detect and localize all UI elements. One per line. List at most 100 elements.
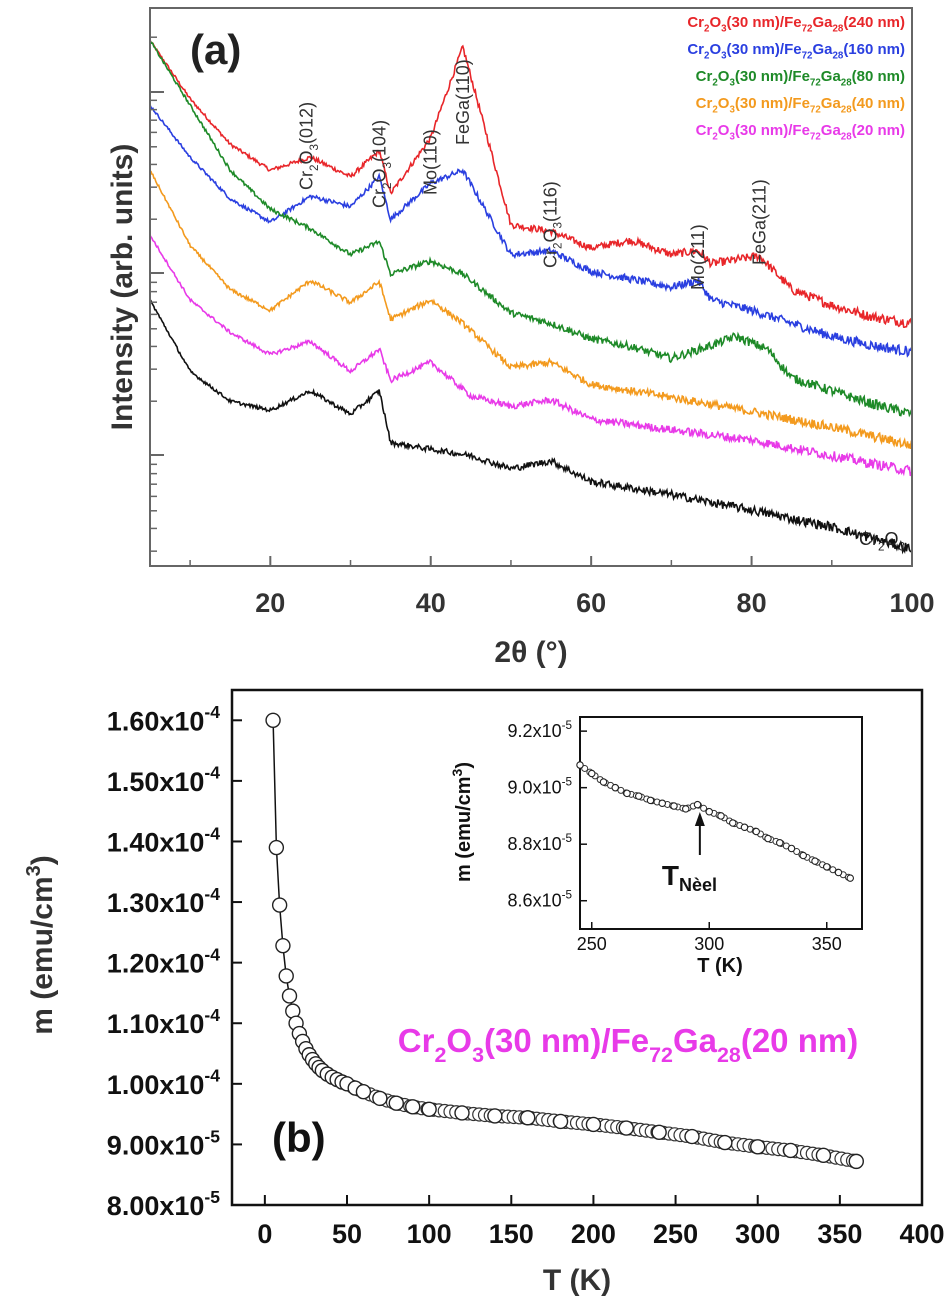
i-y-tick-label-3: 9.2x10-5	[508, 719, 573, 741]
b-point-26	[421, 1101, 437, 1117]
b-point-35	[717, 1134, 733, 1151]
svg-text:Cr2O3(30 nm)/Fe72Ga28(20 nm): Cr2O3(30 nm)/Fe72Ga28(20 nm)	[696, 122, 905, 143]
i-x-tick-label-300: 300	[694, 934, 724, 954]
svg-text:Cr2O3(30 nm)/Fe72Ga28(20 nm): Cr2O3(30 nm)/Fe72Ga28(20 nm)	[398, 1022, 858, 1067]
panel-a-label: (a)	[190, 26, 241, 73]
legend-entry-1: Cr2O3(30 nm)/Fe72Ga28(160 nm)	[687, 41, 905, 62]
b-point-38	[815, 1147, 832, 1164]
panel-a-ylabel: Intensity (arb. units)	[106, 144, 139, 431]
panel-a-frame	[149, 7, 913, 567]
svg-text:FeGa(211): FeGa(211)	[750, 179, 770, 265]
i-point-21	[822, 863, 831, 871]
b-point-30	[552, 1113, 569, 1130]
b-point-31	[585, 1116, 602, 1133]
b-y-tick-label-3: 1.10x10-4	[107, 1005, 220, 1039]
i-x-tick-label-250: 250	[577, 934, 607, 954]
b-point-28	[487, 1108, 503, 1124]
b-y-tick-label-1: 9.00x10-5	[107, 1126, 220, 1160]
svg-text:Cr2O3(012): Cr2O3(012)	[296, 102, 320, 190]
svg-text:9.00x10-5: 9.00x10-5	[107, 1126, 220, 1160]
i-point-20	[811, 857, 819, 865]
b-y-tick-label-0: 8.00x10-5	[107, 1187, 220, 1221]
panel-b-ylabel: m (emu/cm3)	[23, 855, 59, 1035]
legend-entry-3: Cr2O3(30 nm)/Fe72Ga28(40 nm)	[696, 95, 905, 116]
panel-b-xlabel: T (K)	[543, 1264, 611, 1297]
magnetization-points	[265, 712, 864, 1170]
b-point-3	[275, 937, 291, 954]
series-line-1	[149, 104, 913, 358]
i-x-tick-label-350: 350	[812, 934, 842, 954]
i-point-14	[740, 823, 749, 831]
i-y-tick-label-2: 9.0x10-5	[508, 776, 573, 798]
b-x-tick-label-50: 50	[332, 1219, 362, 1249]
b-x-tick-label-400: 400	[899, 1219, 944, 1249]
svg-text:Cr2O3: Cr2O3	[859, 529, 905, 553]
b-point-36	[750, 1139, 766, 1155]
svg-text:8.00x10-5: 8.00x10-5	[107, 1187, 220, 1221]
svg-text:1.50x10-4: 1.50x10-4	[107, 763, 220, 797]
series-line-5	[149, 299, 912, 555]
svg-text:9.0x10-5: 9.0x10-5	[508, 776, 573, 798]
peak-label-5: Mo(211)	[688, 224, 708, 290]
i-point-7	[658, 799, 666, 807]
i-point-4	[623, 789, 631, 798]
xrd-curves	[149, 39, 913, 555]
b-point-33	[651, 1124, 667, 1140]
b-y-tick-label-2: 1.00x10-4	[107, 1066, 220, 1100]
i-point-6	[646, 796, 655, 805]
inset-points	[576, 761, 854, 882]
i-point-9	[681, 805, 690, 813]
inset-xlabel: T (K)	[697, 955, 743, 977]
b-x-tick-label-350: 350	[817, 1219, 862, 1249]
i-point-11	[705, 807, 713, 816]
svg-text:Mo(110): Mo(110)	[421, 129, 441, 195]
b-point-1	[268, 839, 285, 856]
svg-text:Cr2O3(30 nm)/Fe72Ga28(80 nm): Cr2O3(30 nm)/Fe72Ga28(80 nm)	[696, 68, 905, 89]
b-x-tick-label-300: 300	[735, 1219, 780, 1249]
i-point-18	[787, 844, 796, 853]
b-point-24	[388, 1095, 404, 1111]
series-line-4	[149, 234, 913, 477]
i-point-22	[834, 868, 843, 877]
svg-text:Mo(211): Mo(211)	[688, 224, 708, 290]
panel-b-label: (b)	[272, 1114, 326, 1161]
x-tick-label-80: 80	[737, 588, 767, 618]
svg-text:1.60x10-4: 1.60x10-4	[107, 702, 220, 736]
legend-entry-2: Cr2O3(30 nm)/Fe72Ga28(80 nm)	[696, 68, 905, 89]
i-ylabel-text: m (emu/cm3)	[449, 762, 475, 882]
i-point-2	[599, 778, 608, 786]
svg-text:m (emu/cm3): m (emu/cm3)	[23, 855, 59, 1035]
b-x-tick-label-150: 150	[489, 1219, 534, 1249]
i-y-tick-label-1: 8.8x10-5	[508, 832, 573, 854]
svg-text:Cr2O3(104): Cr2O3(104)	[369, 120, 393, 208]
inset-frame	[579, 716, 863, 930]
i-point-1	[587, 769, 596, 778]
svg-text:Cr2O3(30 nm)/Fe72Ga28(240 nm): Cr2O3(30 nm)/Fe72Ga28(240 nm)	[687, 14, 905, 35]
i-dense-marker	[700, 804, 708, 812]
b-point-22	[355, 1083, 372, 1100]
series-line-3	[149, 170, 913, 450]
svg-text:1.10x10-4: 1.10x10-4	[107, 1005, 220, 1039]
legend-entry-0: Cr2O3(30 nm)/Fe72Ga28(240 nm)	[687, 14, 905, 35]
neel-annotation: TNèel	[662, 812, 717, 895]
i-point-12	[717, 812, 725, 820]
b-point-34	[684, 1128, 700, 1145]
svg-text:9.2x10-5: 9.2x10-5	[508, 719, 573, 741]
x-tick-label-40: 40	[416, 588, 446, 618]
b-point-32	[618, 1120, 634, 1136]
svg-text:8.6x10-5: 8.6x10-5	[508, 889, 573, 911]
series-line-0	[149, 39, 913, 329]
b-ylabel-text: m (emu/cm3)	[23, 855, 59, 1035]
i-point-16	[764, 834, 772, 843]
peak-label-0: Cr2O3(012)	[296, 102, 320, 190]
b-point-4	[278, 968, 294, 984]
substrate-label: Cr2O3	[859, 529, 905, 553]
svg-text:m (emu/cm3): m (emu/cm3)	[449, 762, 475, 882]
inset-ylabel: m (emu/cm3)	[449, 762, 475, 882]
b-y-tick-label-6: 1.40x10-4	[107, 823, 220, 857]
b-y-tick-label-4: 1.20x10-4	[107, 944, 220, 978]
legend-entry-4: Cr2O3(30 nm)/Fe72Ga28(20 nm)	[696, 122, 905, 143]
inset-ticks: 250 300 350 8.6x10-5 8.8x10-5 9.0x10-5 9.2x10-…	[508, 719, 842, 954]
svg-text:8.8x10-5: 8.8x10-5	[508, 832, 573, 854]
i-y-tick-label-0: 8.6x10-5	[508, 889, 573, 911]
